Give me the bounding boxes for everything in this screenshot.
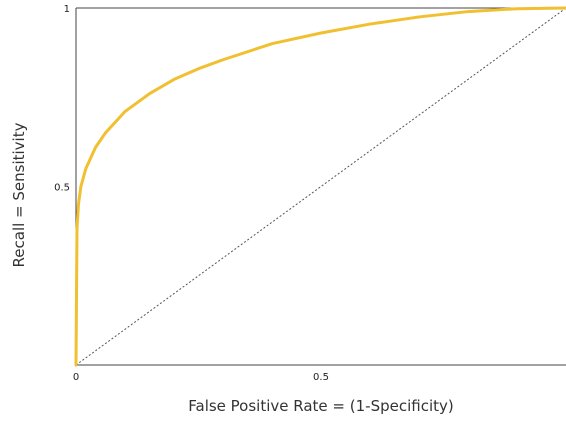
y-tick-label: 1 (64, 4, 70, 15)
diagonal-reference-line (75, 7, 566, 366)
x-axis-title: False Positive Rate = (1-Specificity) (188, 397, 453, 415)
y-axis-title: Recall = Sensitivity (10, 122, 28, 267)
series-layer (74, 6, 566, 367)
tick-layer: 0 0.5 0.5 1 (54, 4, 329, 383)
x-tick-label: 0 (73, 372, 79, 383)
roc-curve-line (74, 6, 566, 367)
y-tick-label: 0.5 (54, 183, 70, 194)
plot-frame (75, 7, 566, 366)
x-tick-label: 0.5 (313, 372, 329, 383)
